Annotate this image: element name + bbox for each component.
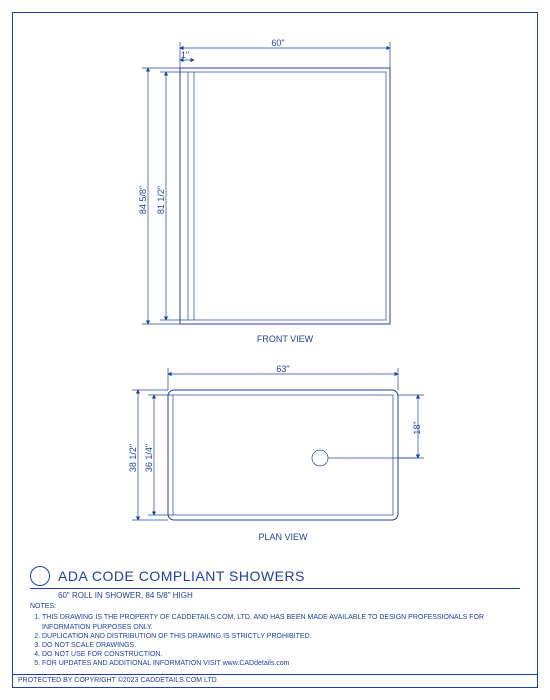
note-item: DO NOT SCALE DRAWINGS. [42, 641, 520, 650]
front-view-group: 60" 1" 84 5/8" 81 1/2" FRONT VIEW [138, 38, 390, 344]
dim-plan-left-inner: 36 1/4" [144, 444, 154, 472]
drawing-subtitle: 60" ROLL IN SHOWER, 84 5/8" HIGH [30, 588, 520, 600]
notes-block: NOTES: THIS DRAWING IS THE PROPERTY OF C… [30, 602, 520, 668]
drawing-title: ADA CODE COMPLIANT SHOWERS [58, 568, 305, 584]
notes-list: THIS DRAWING IS THE PROPERTY OF CADDETAI… [30, 613, 520, 668]
drawing-area: 60" 1" 84 5/8" 81 1/2" FRONT VIEW [20, 20, 530, 580]
dim-front-top-outer: 60" [271, 38, 284, 48]
dim-front-top-inner: 1" [181, 50, 189, 60]
dim-front-left-inner: 81 1/2" [156, 186, 166, 214]
copyright-bar: PROTECTED BY COPYRIGHT ©2023 CADDETAILS.… [12, 674, 538, 688]
dim-plan-right: 18" [412, 421, 422, 434]
note-item: FOR UPDATES AND ADDITIONAL INFORMATION V… [42, 659, 520, 668]
dim-front-left-outer: 84 5/8" [138, 186, 148, 214]
dim-plan-top: 63" [276, 364, 289, 374]
title-bubble-icon [30, 566, 50, 586]
note-item: THIS DRAWING IS THE PROPERTY OF CADDETAI… [42, 613, 520, 631]
copyright-text: PROTECTED BY COPYRIGHT ©2023 CADDETAILS.… [18, 677, 219, 684]
note-item: DUPLICATION AND DISTRIBUTION OF THIS DRA… [42, 632, 520, 641]
cad-drawing: 60" 1" 84 5/8" 81 1/2" FRONT VIEW [20, 20, 530, 580]
front-view-label: FRONT VIEW [257, 334, 314, 344]
plan-view-label: PLAN VIEW [258, 532, 308, 542]
notes-heading: NOTES: [30, 602, 520, 611]
dim-plan-left-outer: 38 1/2" [128, 444, 138, 472]
title-block: ADA CODE COMPLIANT SHOWERS 60" ROLL IN S… [30, 564, 520, 600]
note-item: DO NOT USE FOR CONSTRUCTION. [42, 650, 520, 659]
plan-view-group: 63" 38 1/2" 36 1/4" 18" PLAN VIEW [128, 364, 424, 542]
